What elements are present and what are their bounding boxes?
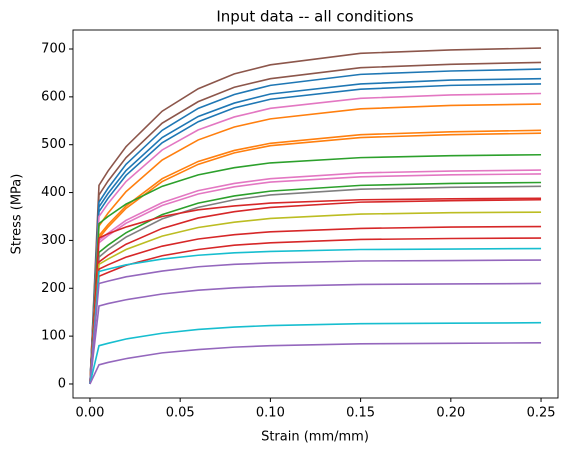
series-line: [89, 77, 542, 385]
series-line: [89, 132, 542, 385]
series-line: [89, 282, 542, 385]
y-tick-label: 600: [41, 89, 66, 104]
chart-title: Input data -- all conditions: [216, 8, 413, 26]
series-line: [89, 247, 542, 385]
series-line: [89, 103, 542, 385]
x-axis-label: Strain (mm/mm): [261, 430, 369, 445]
series-line: [89, 47, 542, 385]
x-tick-label: 0.05: [166, 406, 195, 421]
y-tick-label: 500: [41, 137, 66, 152]
series-line: [89, 211, 542, 385]
x-tick-label: 0.20: [436, 406, 465, 421]
series-line: [89, 197, 542, 385]
y-tick-label: 200: [41, 281, 66, 296]
series-line: [89, 129, 542, 385]
series-line: [89, 181, 542, 385]
x-tick-label: 0.10: [256, 406, 285, 421]
series-line: [89, 173, 542, 385]
y-tick-label: 400: [41, 185, 66, 200]
y-tick-label: 0: [58, 376, 66, 391]
series-line: [89, 225, 542, 385]
series-line: [89, 342, 542, 385]
series-line: [89, 83, 542, 385]
x-tick-label: 0.15: [346, 406, 375, 421]
series-line: [89, 68, 542, 385]
y-tick-label: 100: [41, 329, 66, 344]
y-tick-label: 700: [41, 41, 66, 56]
plot-frame: [72, 29, 559, 399]
series-line: [89, 61, 542, 385]
x-tick-label: 0.00: [75, 406, 104, 421]
series-line: [89, 92, 542, 385]
series-line: [89, 153, 542, 385]
y-tick-label: 300: [41, 233, 66, 248]
series-line: [89, 259, 542, 385]
series-line: [89, 198, 542, 385]
series-line: [89, 185, 542, 385]
series-line: [89, 237, 542, 385]
series-line: [89, 321, 542, 385]
x-tick-label: 0.25: [527, 406, 556, 421]
y-axis-label: Stress (MPa): [10, 174, 25, 255]
